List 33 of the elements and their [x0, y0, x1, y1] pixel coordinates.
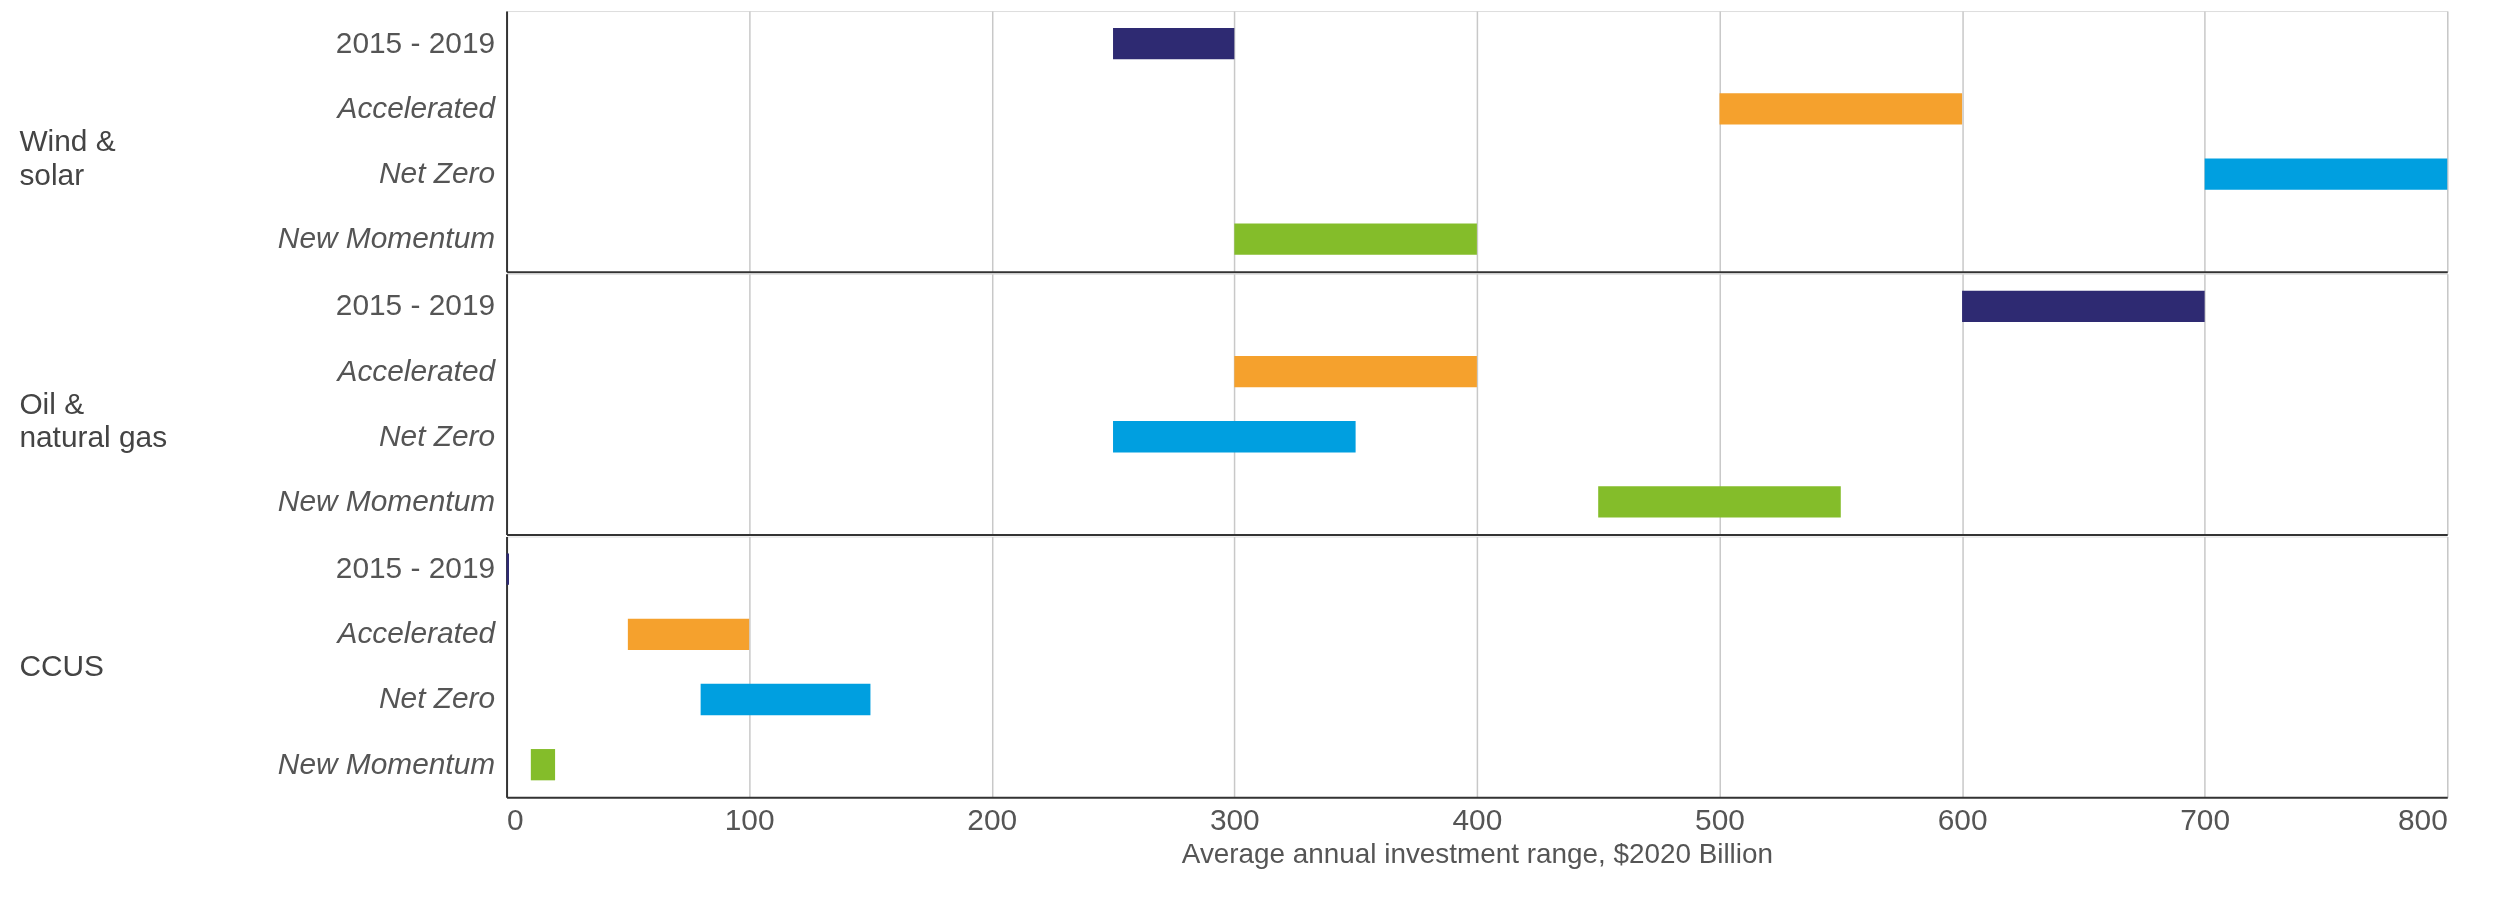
y-tick-label: Accelerated	[335, 616, 497, 650]
x-tick-label: 100	[724, 802, 775, 836]
y-tick-label: New Momentum	[277, 483, 496, 517]
x-tick-label: 400	[1452, 802, 1503, 836]
bar	[1598, 486, 1841, 518]
y-tick-label: 2015 - 2019	[335, 551, 496, 585]
bar	[1962, 290, 2205, 323]
x-tick-label: 500	[1695, 802, 1745, 836]
y-axis-title: Wind & solar	[19, 123, 116, 191]
bar	[1113, 28, 1235, 60]
bar	[1719, 93, 1963, 125]
x-tick-label: 0	[507, 802, 524, 836]
x-axis-title: Average annual investment range, $2020 Billion	[1181, 838, 1773, 870]
y-tick-label: 2015 - 2019	[335, 25, 496, 59]
y-tick-label: Net Zero	[379, 155, 496, 189]
x-tick-label: 200	[967, 802, 1018, 836]
x-tick-label: 300	[1209, 802, 1260, 836]
x-tick-label: 600	[1937, 802, 1988, 836]
y-tick-label: Net Zero	[379, 418, 496, 452]
y-tick-label: Accelerated	[335, 353, 497, 387]
y-axis-title: Oil & natural gas	[19, 386, 168, 454]
x-tick-label: 800	[2397, 802, 2448, 836]
y-tick-label: Accelerated	[335, 90, 497, 124]
y-tick-label: Net Zero	[379, 681, 496, 715]
y-tick-label: 2015 - 2019	[335, 288, 496, 322]
bar	[1234, 355, 1477, 388]
y-tick-label: New Momentum	[277, 221, 496, 255]
y-tick-label: New Momentum	[277, 746, 496, 780]
x-tick-label: 700	[2180, 802, 2231, 836]
y-axis-title: CCUS	[19, 649, 104, 683]
bar	[2204, 158, 2448, 190]
bar	[1113, 421, 1356, 453]
bar	[1234, 223, 1477, 255]
